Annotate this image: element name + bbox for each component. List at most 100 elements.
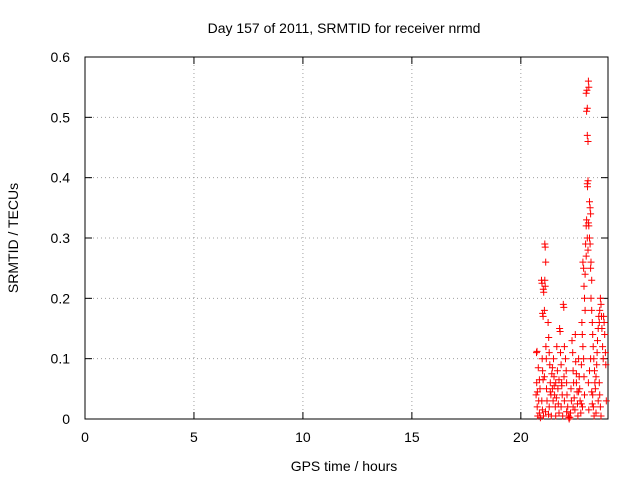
- data-point: [562, 355, 569, 363]
- data-point: [589, 343, 597, 351]
- y-axis-ticks: 0 0.1 0.2 0.3 0.4 0.5 0.6: [51, 49, 608, 427]
- data-point: [586, 198, 593, 206]
- data-point: [560, 373, 568, 381]
- data-point: [552, 412, 560, 420]
- data-point: [533, 403, 541, 411]
- data-point: [553, 343, 561, 351]
- data-point: [586, 204, 594, 212]
- data-points: [532, 77, 610, 423]
- data-point: [550, 373, 558, 381]
- data-point: [587, 258, 595, 266]
- data-point: [588, 276, 596, 284]
- data-point: [583, 131, 591, 139]
- data-point: [579, 343, 587, 351]
- y-tick-label: 0.1: [51, 351, 71, 367]
- data-point: [548, 364, 556, 372]
- y-tick-label: 0.6: [51, 49, 71, 65]
- data-point: [545, 349, 553, 357]
- data-point: [535, 409, 543, 417]
- data-point: [584, 183, 591, 191]
- data-point: [586, 240, 594, 248]
- y-tick-label: 0.2: [51, 290, 71, 306]
- y-axis-label: SRMTID / TECUs: [5, 183, 21, 293]
- data-point: [586, 367, 593, 375]
- data-point: [589, 331, 597, 338]
- data-point: [585, 406, 593, 414]
- data-point: [584, 77, 592, 85]
- data-point: [569, 403, 577, 411]
- data-point: [541, 282, 549, 290]
- data-point: [533, 347, 541, 355]
- data-point: [566, 413, 574, 421]
- data-point: [572, 358, 580, 366]
- data-point: [543, 385, 550, 393]
- data-point: [577, 409, 585, 417]
- data-point: [575, 388, 583, 396]
- data-point: [588, 388, 596, 396]
- data-point: [596, 403, 604, 411]
- data-point: [535, 376, 543, 384]
- data-point: [571, 406, 579, 414]
- data-point: [579, 258, 587, 266]
- data-point: [583, 104, 591, 112]
- x-tick-label: 20: [513, 429, 529, 445]
- data-point: [582, 89, 590, 97]
- data-point: [552, 394, 560, 402]
- data-point: [543, 397, 551, 405]
- data-point: [568, 337, 576, 345]
- data-point: [539, 285, 547, 293]
- data-point: [586, 234, 593, 242]
- data-point: [563, 391, 571, 399]
- data-point: [584, 177, 592, 185]
- data-point: [549, 397, 557, 405]
- x-axis-label: GPS time / hours: [291, 458, 398, 474]
- data-point: [572, 379, 580, 387]
- data-point: [545, 403, 553, 411]
- data-point: [581, 270, 589, 278]
- data-point: [539, 367, 547, 375]
- data-point: [558, 382, 566, 390]
- data-point: [601, 331, 609, 338]
- data-point: [587, 294, 595, 302]
- data-point: [557, 403, 565, 411]
- y-tick-label: 0.3: [51, 230, 71, 246]
- data-point: [587, 210, 595, 218]
- data-point: [545, 334, 553, 341]
- data-point: [591, 385, 599, 393]
- data-point: [580, 373, 588, 381]
- data-point: [584, 379, 592, 387]
- data-point: [583, 86, 591, 94]
- data-point: [540, 306, 548, 314]
- data-point: [542, 355, 550, 363]
- data-point: [532, 391, 540, 399]
- data-point: [577, 400, 585, 408]
- data-point: [541, 276, 549, 284]
- data-point: [569, 367, 577, 375]
- x-axis-ticks: 0 5 10 15 20: [81, 57, 529, 445]
- data-point: [557, 361, 565, 369]
- data-point: [581, 306, 589, 314]
- data-point: [587, 355, 595, 363]
- data-point: [583, 216, 591, 224]
- data-point: [576, 397, 584, 405]
- data-point: [550, 382, 558, 390]
- data-point: [578, 319, 586, 326]
- data-point: [590, 412, 598, 420]
- data-point: [542, 258, 550, 266]
- data-point: [597, 300, 605, 308]
- data-point: [596, 306, 604, 314]
- data-point: [567, 385, 575, 393]
- data-point: [588, 400, 596, 408]
- y-tick-label: 0.5: [51, 109, 71, 125]
- data-point: [536, 414, 544, 422]
- data-point: [562, 367, 570, 375]
- data-point: [565, 415, 573, 423]
- data-point: [563, 408, 571, 416]
- data-point: [560, 343, 568, 351]
- x-tick-label: 10: [295, 429, 311, 445]
- data-point: [596, 391, 604, 399]
- data-point: [576, 385, 584, 393]
- data-point: [560, 303, 568, 311]
- data-point: [601, 349, 609, 357]
- data-point: [569, 349, 577, 357]
